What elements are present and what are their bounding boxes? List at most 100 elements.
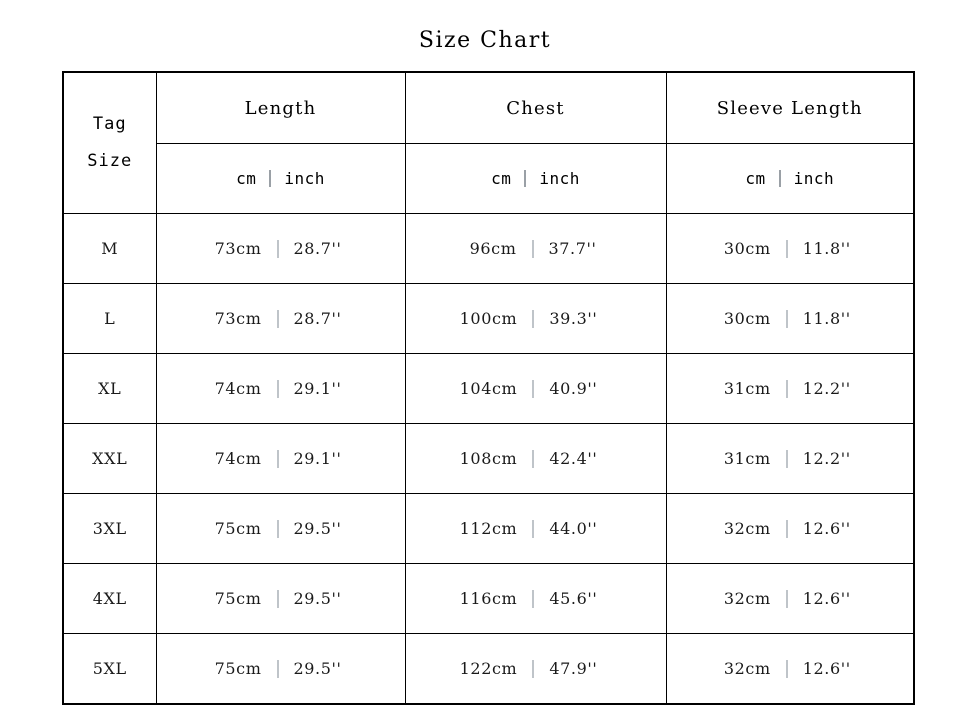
cell-size-label: XXL: [62, 423, 157, 494]
cell-chest: 108cm 42.4'': [404, 423, 667, 494]
cell-chest: 122cm 47.9'': [404, 633, 667, 705]
cell-size-label: 4XL: [62, 563, 157, 634]
cell-length-cm: 75cm: [214, 589, 262, 608]
cell-chest-cm: 108cm: [459, 449, 518, 468]
value-separator-icon: [532, 589, 535, 608]
value-separator-icon: [785, 519, 788, 538]
size-chart-table: Tag Size Length Chest Sleeve Length cm i…: [62, 71, 915, 705]
table-body: M 73cm 28.7'' 96cm 37.7'' 30cm 11.8'' L 73cm 28.7…: [62, 213, 915, 705]
header-unit-sleeve-cm: cm: [745, 169, 766, 188]
cell-chest: 100cm 39.3'': [404, 283, 667, 354]
header-unit-length: cm inch: [155, 143, 406, 214]
header-unit-chest: cm inch: [404, 143, 667, 214]
table-row: 5XL 75cm 29.5'' 122cm 47.9'' 32cm 12.6'': [62, 633, 915, 705]
header-group-length: Length: [155, 71, 406, 144]
cell-chest-inch: 47.9'': [549, 659, 598, 678]
cell-sleeve: 31cm 12.2'': [665, 423, 915, 494]
value-separator-icon: [276, 239, 279, 258]
cell-chest-cm: 122cm: [459, 659, 518, 678]
cell-length-inch: 29.5'': [293, 589, 342, 608]
value-separator-icon: [785, 309, 788, 328]
cell-length-cm: 73cm: [214, 309, 262, 328]
cell-chest-inch: 40.9'': [549, 379, 598, 398]
cell-sleeve-cm: 31cm: [723, 449, 771, 468]
table-row: XL 74cm 29.1'' 104cm 40.9'' 31cm 12.2'': [62, 353, 915, 424]
value-separator-icon: [532, 379, 535, 398]
cell-length-cm: 75cm: [214, 519, 262, 538]
cell-length: 74cm 29.1'': [155, 353, 406, 424]
cell-sleeve-cm: 30cm: [723, 239, 771, 258]
table-row: XXL 74cm 29.1'' 108cm 42.4'' 31cm 12.2'': [62, 423, 915, 494]
cell-length: 74cm 29.1'': [155, 423, 406, 494]
header-group-row: Tag Size Length Chest Sleeve Length: [62, 71, 915, 214]
cell-chest-cm: 96cm: [469, 239, 517, 258]
cell-sleeve-inch: 11.8'': [802, 239, 851, 258]
header-unit-row: cm inch cm inch cm: [63, 143, 915, 214]
value-separator-icon: [532, 309, 535, 328]
header-unit-chest-inch: inch: [539, 169, 580, 188]
cell-chest: 104cm 40.9'': [404, 353, 667, 424]
cell-sleeve-cm: 32cm: [723, 519, 771, 538]
header-unit-sleeve-inch: inch: [793, 169, 835, 188]
table-row: L 73cm 28.7'' 100cm 39.3'' 30cm 11.8'': [62, 283, 915, 354]
cell-chest-cm: 116cm: [459, 589, 518, 608]
cell-size-label: 5XL: [62, 633, 157, 705]
size-chart-table-wrapper: Tag Size Length Chest Sleeve Length cm i…: [62, 71, 915, 705]
table-row: 4XL 75cm 29.5'' 116cm 45.6'' 32cm 12.6'': [62, 563, 915, 634]
header-unit-length-cm: cm: [236, 169, 257, 188]
cell-length: 75cm 29.5'': [155, 493, 406, 564]
unit-separator-icon: [778, 170, 781, 187]
value-separator-icon: [276, 589, 279, 608]
unit-separator-icon: [269, 170, 272, 187]
cell-length-inch: 29.5'': [293, 659, 342, 678]
cell-size-label: 3XL: [62, 493, 157, 564]
cell-length-cm: 74cm: [214, 449, 262, 468]
header-tag-line1: Tag: [92, 114, 127, 135]
cell-length-inch: 29.1'': [293, 449, 342, 468]
cell-length: 73cm 28.7'': [155, 213, 406, 284]
cell-size-label: M: [62, 213, 157, 284]
cell-sleeve-cm: 31cm: [723, 379, 771, 398]
header-group-chest: Chest: [404, 71, 667, 144]
cell-size-label: XL: [62, 353, 157, 424]
cell-chest: 116cm 45.6'': [404, 563, 667, 634]
value-separator-icon: [276, 449, 279, 468]
cell-length-cm: 73cm: [214, 239, 262, 258]
cell-sleeve-inch: 12.2'': [802, 449, 851, 468]
page-title: Size Chart: [418, 28, 552, 53]
cell-sleeve: 30cm 11.8'': [665, 213, 915, 284]
cell-chest-inch: 45.6'': [549, 589, 598, 608]
cell-chest-cm: 104cm: [459, 379, 518, 398]
table-row: M 73cm 28.7'' 96cm 37.7'' 30cm 11.8'': [62, 213, 915, 284]
cell-length: 75cm 29.5'': [155, 633, 406, 705]
cell-length: 75cm 29.5'': [155, 563, 406, 634]
value-separator-icon: [276, 659, 279, 678]
value-separator-icon: [785, 589, 788, 608]
cell-chest-inch: 37.7'': [548, 239, 597, 258]
value-separator-icon: [276, 309, 279, 328]
cell-sleeve-cm: 32cm: [723, 589, 771, 608]
table-row: 3XL 75cm 29.5'' 112cm 44.0'' 32cm 12.6'': [62, 493, 915, 564]
value-separator-icon: [532, 519, 535, 538]
cell-sleeve-inch: 12.6'': [802, 519, 851, 538]
value-separator-icon: [531, 239, 534, 258]
value-separator-icon: [532, 449, 535, 468]
cell-chest-cm: 112cm: [459, 519, 518, 538]
table-header: Tag Size Length Chest Sleeve Length cm i…: [62, 71, 915, 214]
cell-length-inch: 28.7'': [293, 309, 342, 328]
cell-sleeve-inch: 12.6'': [802, 659, 851, 678]
cell-chest-inch: 42.4'': [549, 449, 598, 468]
cell-sleeve-inch: 11.8'': [802, 309, 851, 328]
header-unit-sleeve: cm inch: [665, 143, 915, 214]
header-tag-line2: Size: [87, 151, 133, 171]
value-separator-icon: [785, 379, 788, 398]
value-separator-icon: [785, 239, 788, 258]
cell-chest-cm: 100cm: [459, 309, 518, 328]
cell-length-cm: 75cm: [214, 659, 262, 678]
cell-sleeve: 32cm 12.6'': [665, 633, 915, 705]
unit-separator-icon: [524, 170, 527, 187]
cell-chest: 96cm 37.7'': [404, 213, 667, 284]
cell-sleeve-cm: 30cm: [723, 309, 771, 328]
header-group-sleeve-length: Sleeve Length: [665, 71, 915, 144]
value-separator-icon: [276, 379, 279, 398]
